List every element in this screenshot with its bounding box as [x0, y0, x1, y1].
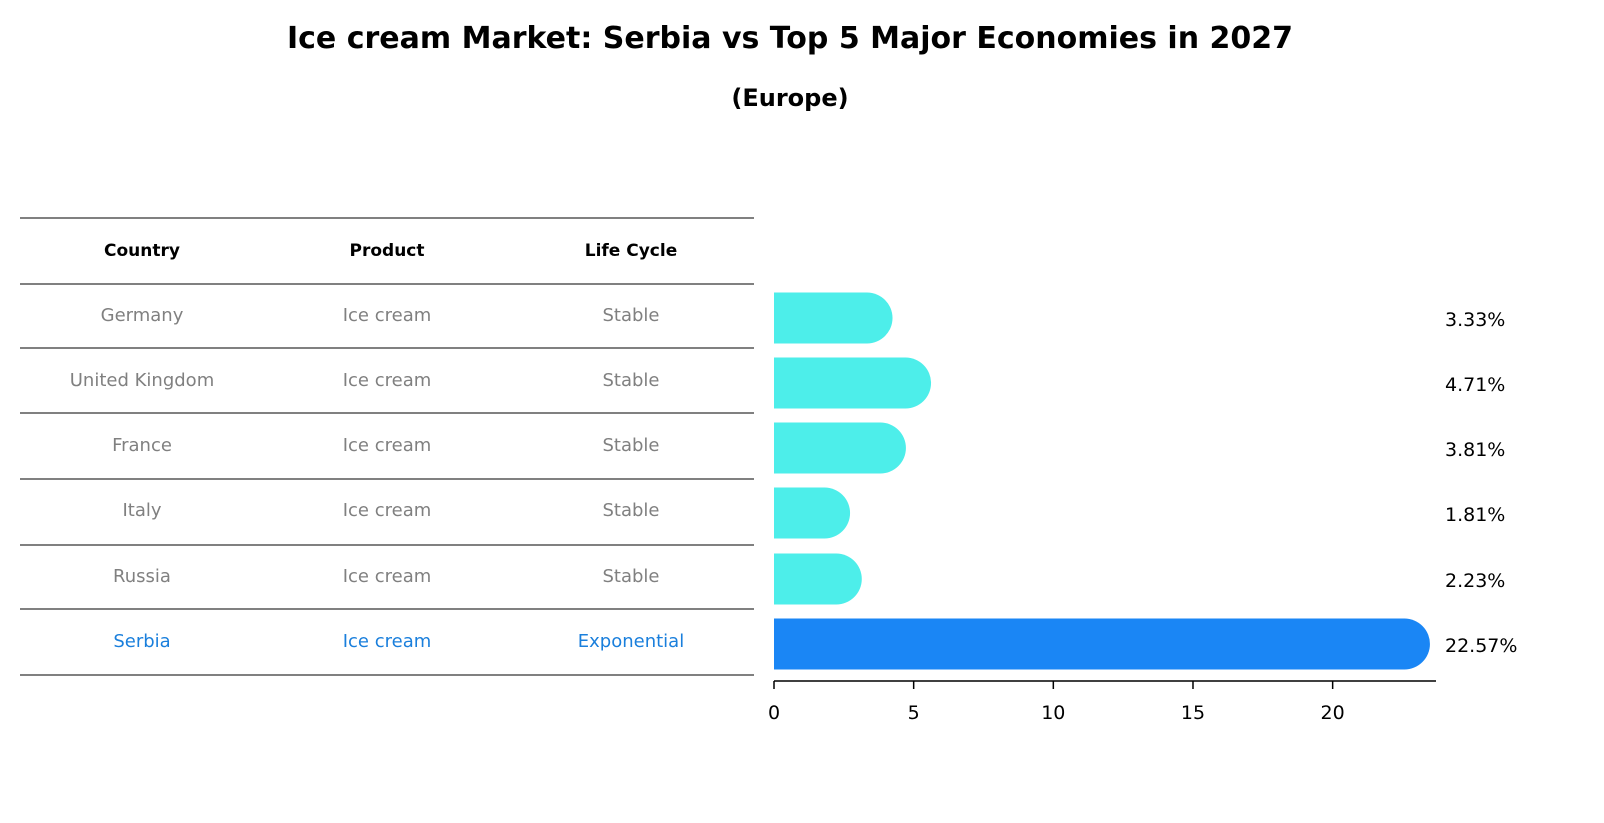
table-cell: United Kingdom [70, 370, 214, 391]
table-cell: Italy [122, 500, 161, 521]
table-cell: Ice cream [343, 631, 432, 652]
table-cell: Exponential [578, 631, 684, 652]
table-cell: Ice cream [343, 435, 432, 456]
value-label: 3.33% [1445, 309, 1505, 331]
table-cell: Ice cream [343, 370, 432, 391]
table-cell: Serbia [113, 631, 170, 652]
x-tick-label: 0 [768, 702, 780, 724]
value-label: 22.57% [1445, 635, 1517, 657]
x-tick-label: 15 [1181, 702, 1205, 724]
x-tick-label: 20 [1321, 702, 1345, 724]
table-cell: Germany [101, 305, 184, 326]
data-table: Country Product Life Cycle Germany Ice cream… [20, 217, 754, 676]
bar-france [774, 422, 906, 474]
chart-title: Ice cream Market: Serbia vs Top 5 Major … [287, 21, 1293, 56]
table-cell: Ice cream [343, 305, 432, 326]
bar-serbia [774, 618, 1430, 670]
table-cell: Stable [602, 566, 659, 587]
table-cell: Stable [602, 370, 659, 391]
table-cell: Stable [602, 305, 659, 326]
x-tick-label: 10 [1041, 702, 1065, 724]
value-label: 1.81% [1445, 504, 1505, 526]
value-label: 2.23% [1445, 570, 1505, 592]
value-label: 3.81% [1445, 439, 1505, 461]
bar-italy [774, 487, 851, 539]
table-cell: Stable [602, 500, 659, 521]
chart-subtitle: (Europe) [731, 84, 848, 112]
bar-chart: 3.33% 4.71% 3.81% 1.81% 2.23% 22.57% 0 5 10 15 20 [768, 292, 1517, 724]
table-cell: Ice cream [343, 500, 432, 521]
table-header: Life Cycle [585, 241, 678, 261]
x-tick-label: 5 [908, 702, 920, 724]
table-cell: France [112, 435, 172, 456]
bar-russia [774, 553, 862, 605]
table-header: Country [104, 241, 180, 261]
value-label: 4.71% [1445, 374, 1505, 396]
table-cell: Russia [113, 566, 171, 587]
table-cell: Ice cream [343, 566, 432, 587]
bar-united-kingdom [774, 357, 932, 409]
table-header: Product [350, 241, 425, 261]
bar-germany [774, 292, 893, 344]
table-cell: Stable [602, 435, 659, 456]
